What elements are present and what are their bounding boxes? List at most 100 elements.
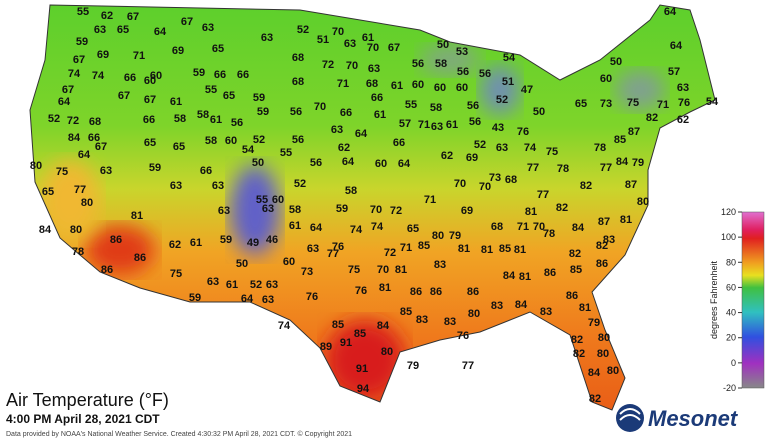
station-reading: 74: [68, 68, 81, 80]
station-reading: 63: [100, 165, 112, 177]
station-reading: 76: [306, 291, 318, 303]
station-reading: 66: [143, 114, 155, 126]
station-reading: 57: [668, 66, 680, 78]
station-reading: 80: [30, 160, 42, 172]
station-reading: 61: [391, 80, 403, 92]
station-reading: 63: [262, 203, 274, 215]
station-reading: 74: [278, 320, 291, 332]
station-reading: 58: [435, 58, 447, 70]
map-title: Air Temperature (°F): [6, 390, 169, 410]
station-reading: 47: [521, 84, 533, 96]
station-reading: 63: [218, 205, 230, 217]
station-reading: 72: [390, 205, 402, 217]
station-reading: 62: [101, 10, 113, 22]
station-reading: 72: [322, 59, 334, 71]
station-reading: 84: [39, 224, 52, 236]
station-reading: 63: [368, 63, 380, 75]
station-reading: 80: [468, 308, 480, 320]
station-reading: 43: [492, 122, 504, 134]
station-reading: 60: [434, 82, 446, 94]
station-reading: 72: [67, 115, 79, 127]
station-reading: 84: [503, 270, 516, 282]
station-reading: 84: [588, 367, 601, 379]
station-reading: 56: [467, 100, 479, 112]
station-reading: 59: [257, 106, 269, 118]
station-reading: 58: [205, 135, 217, 147]
station-reading: 76: [457, 330, 469, 342]
station-reading: 75: [348, 264, 360, 276]
station-reading: 86: [134, 252, 146, 264]
station-reading: 80: [432, 230, 444, 242]
station-reading: 64: [670, 40, 683, 52]
station-reading: 78: [543, 228, 555, 240]
station-reading: 82: [589, 393, 601, 405]
station-reading: 61: [210, 114, 222, 126]
colorbar-tick-label: 20: [726, 333, 736, 343]
station-reading: 80: [70, 224, 82, 236]
station-reading: 62: [169, 239, 181, 251]
station-reading: 84: [515, 299, 528, 311]
colorbar-tick-label: 60: [726, 282, 736, 292]
station-reading: 63: [261, 32, 273, 44]
station-reading: 91: [356, 363, 368, 375]
station-reading: 51: [317, 34, 329, 46]
station-reading: 80: [81, 197, 93, 209]
station-reading: 65: [42, 186, 54, 198]
station-reading: 79: [632, 157, 644, 169]
station-reading: 64: [154, 26, 167, 38]
station-reading: 61: [446, 119, 458, 131]
station-reading: 66: [371, 92, 383, 104]
colorbar-tick-label: 40: [726, 308, 736, 318]
station-reading: 63: [202, 22, 214, 34]
station-reading: 49: [247, 237, 259, 249]
station-reading: 70: [314, 101, 326, 113]
station-reading: 69: [172, 45, 184, 57]
station-reading: 69: [466, 152, 478, 164]
station-reading: 66: [124, 72, 136, 84]
station-reading: 75: [56, 166, 68, 178]
station-reading: 54: [242, 144, 255, 156]
colorbar-tick-label: 80: [726, 257, 736, 267]
station-reading: 52: [294, 178, 306, 190]
station-reading: 59: [189, 292, 201, 304]
station-reading: 60: [375, 158, 387, 170]
station-reading: 68: [491, 221, 503, 233]
station-reading: 82: [580, 180, 592, 192]
station-reading: 65: [407, 223, 419, 235]
station-reading: 85: [354, 328, 366, 340]
station-reading: 70: [346, 60, 358, 72]
station-reading: 56: [231, 117, 243, 129]
station-reading: 55: [280, 147, 292, 159]
station-reading: 85: [614, 134, 626, 146]
station-reading: 87: [598, 216, 610, 228]
station-reading: 52: [253, 134, 265, 146]
station-reading: 79: [407, 360, 419, 372]
station-reading: 65: [575, 98, 587, 110]
station-reading: 77: [600, 162, 612, 174]
station-reading: 60: [456, 82, 468, 94]
station-reading: 64: [241, 293, 254, 305]
station-reading: 52: [297, 24, 309, 36]
station-reading: 63: [170, 180, 182, 192]
station-reading: 46: [266, 234, 278, 246]
station-reading: 66: [214, 69, 226, 81]
station-reading: 80: [637, 196, 649, 208]
station-reading: 78: [72, 246, 84, 258]
station-reading: 71: [337, 78, 349, 90]
station-reading: 85: [418, 240, 430, 252]
station-reading: 67: [95, 141, 107, 153]
station-reading: 74: [371, 221, 384, 233]
station-reading: 71: [418, 119, 430, 131]
station-reading: 58: [174, 113, 186, 125]
station-reading: 79: [449, 230, 461, 242]
station-reading: 74: [524, 142, 537, 154]
station-reading: 56: [457, 66, 469, 78]
station-reading: 73: [301, 266, 313, 278]
station-reading: 81: [458, 243, 470, 255]
station-reading: 78: [557, 163, 569, 175]
station-reading: 76: [332, 241, 344, 253]
station-reading: 70: [370, 204, 382, 216]
station-reading: 69: [461, 205, 473, 217]
station-reading: 81: [514, 244, 526, 256]
